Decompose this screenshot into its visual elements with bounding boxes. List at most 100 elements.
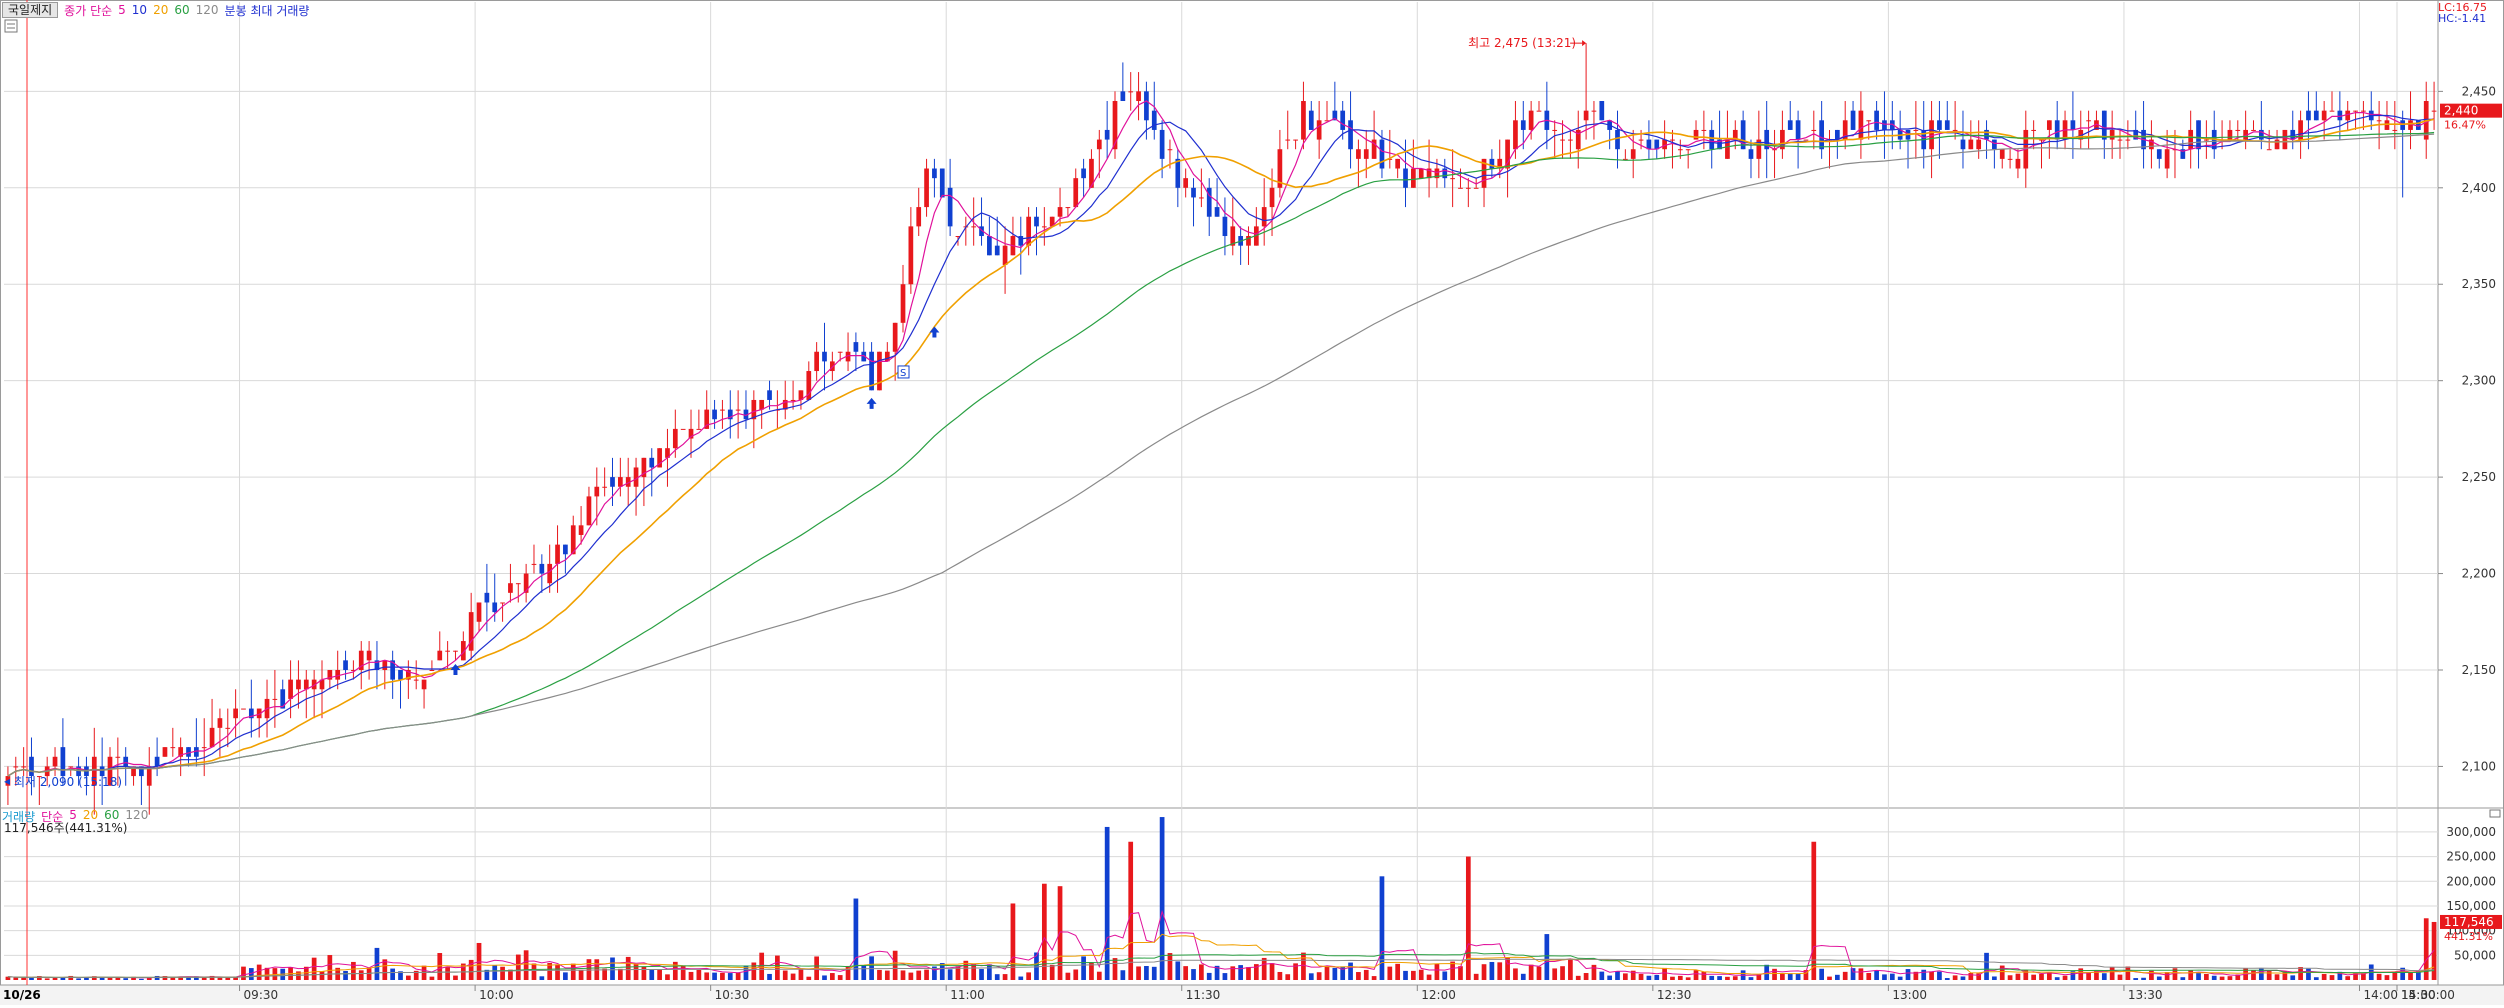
volume-bar xyxy=(641,966,647,980)
price-tick-label: 2,250 xyxy=(2462,470,2496,484)
volume-tick-label: 150,000 xyxy=(2446,899,2496,913)
price-tick-label: 2,100 xyxy=(2462,759,2496,773)
volume-bar xyxy=(60,977,66,980)
volume-bar xyxy=(2109,967,2115,980)
candle-body xyxy=(782,399,788,410)
volume-bar xyxy=(1497,962,1503,980)
candle-body xyxy=(1324,120,1330,122)
volume-bar xyxy=(1992,976,1997,980)
volume-bar xyxy=(1748,977,1754,980)
candle-body xyxy=(649,457,655,468)
candle-body xyxy=(1120,91,1126,102)
volume-bar xyxy=(44,978,50,980)
volume-bar xyxy=(1615,971,1620,980)
volume-bar xyxy=(1670,976,1675,980)
volume-bar xyxy=(445,967,450,980)
current-price-label: 2,440 xyxy=(2444,104,2478,118)
candle-body xyxy=(1269,187,1275,208)
volume-bar xyxy=(1175,961,1181,980)
stock-name-button[interactable]: 국일제지 xyxy=(2,2,59,18)
ma-legend-label: 종가 단순 xyxy=(64,3,113,18)
volume-bar xyxy=(1913,971,1919,980)
volume-bar xyxy=(154,975,160,980)
price-tick-label: 2,150 xyxy=(2462,663,2496,677)
candle-body xyxy=(1654,139,1660,150)
candle-body xyxy=(900,284,906,323)
candle-body xyxy=(1159,129,1165,159)
candle-body xyxy=(131,766,136,777)
volume-bar xyxy=(2337,971,2343,980)
candle-body xyxy=(256,708,262,719)
volume-bar xyxy=(1214,965,1220,980)
candle-body xyxy=(1473,187,1479,189)
volume-bar xyxy=(1371,976,1377,980)
volume-bar xyxy=(1473,973,1479,980)
volume-bar xyxy=(759,952,765,980)
candle-body xyxy=(822,351,827,362)
volume-bar xyxy=(2321,973,2327,980)
candle-body xyxy=(1442,168,1448,179)
candle-body xyxy=(1104,129,1110,140)
candle-body xyxy=(806,371,812,400)
volume-bar xyxy=(217,977,223,980)
candle-body xyxy=(790,399,796,401)
candle-body xyxy=(1426,168,1432,179)
candle-body xyxy=(1858,110,1864,140)
volume-header: 거래량 단순 5 20 60 120 xyxy=(2,808,148,825)
candle-body xyxy=(492,602,498,613)
volume-bar xyxy=(1418,969,1424,980)
candle-body xyxy=(932,168,937,179)
volume-bar xyxy=(884,970,890,980)
candle-body xyxy=(2054,120,2060,140)
volume-bar xyxy=(979,969,984,980)
volume-bar xyxy=(853,898,859,980)
candle-body xyxy=(146,766,152,786)
candle-body xyxy=(2101,110,2107,140)
volume-bar xyxy=(1591,964,1597,980)
candle-body xyxy=(602,486,608,488)
volume-bar xyxy=(1858,968,1864,980)
volume-bar xyxy=(1882,974,1887,980)
candle-body xyxy=(1599,101,1605,121)
candle-body xyxy=(296,679,301,690)
volume-bar xyxy=(578,969,584,980)
volume-bar xyxy=(657,969,662,980)
buy-signal-icon xyxy=(929,326,940,338)
candle-body xyxy=(2431,110,2437,112)
candle-body xyxy=(2416,120,2421,130)
volume-bar xyxy=(1316,972,1322,980)
candle-body xyxy=(52,756,58,767)
candle-body xyxy=(1756,139,1762,159)
candle-body xyxy=(1834,129,1840,140)
volume-bar xyxy=(1717,976,1722,980)
candle-body xyxy=(1670,139,1675,141)
volume-bar xyxy=(672,961,678,980)
candle-body xyxy=(1866,120,1872,122)
candle-body xyxy=(241,708,246,710)
candle-body xyxy=(2235,129,2241,131)
candle-body xyxy=(1418,168,1424,179)
volume-bar xyxy=(429,976,435,980)
candle-body xyxy=(1387,158,1393,160)
volume-bar xyxy=(453,975,458,980)
candle-body xyxy=(1340,110,1346,130)
candle-body xyxy=(421,679,427,690)
volume-bar xyxy=(1191,969,1196,980)
volume-bar xyxy=(1442,971,1448,980)
volume-bar xyxy=(1096,971,1102,980)
volume-bar xyxy=(845,965,851,980)
volume-bar xyxy=(2306,968,2311,980)
candle-body xyxy=(688,428,694,439)
volume-bar xyxy=(2196,972,2201,980)
volume-bar xyxy=(76,978,81,980)
candle-body xyxy=(1206,187,1212,217)
volume-bar xyxy=(1403,970,1408,980)
candle-body xyxy=(1976,139,1982,150)
volume-bar xyxy=(146,977,152,980)
candle-body xyxy=(845,351,851,362)
signal-s-marker xyxy=(897,365,910,379)
volume-bar xyxy=(2101,973,2107,980)
volume-bar xyxy=(602,968,608,980)
volume-bar xyxy=(21,977,26,980)
volume-bar xyxy=(1756,974,1762,980)
